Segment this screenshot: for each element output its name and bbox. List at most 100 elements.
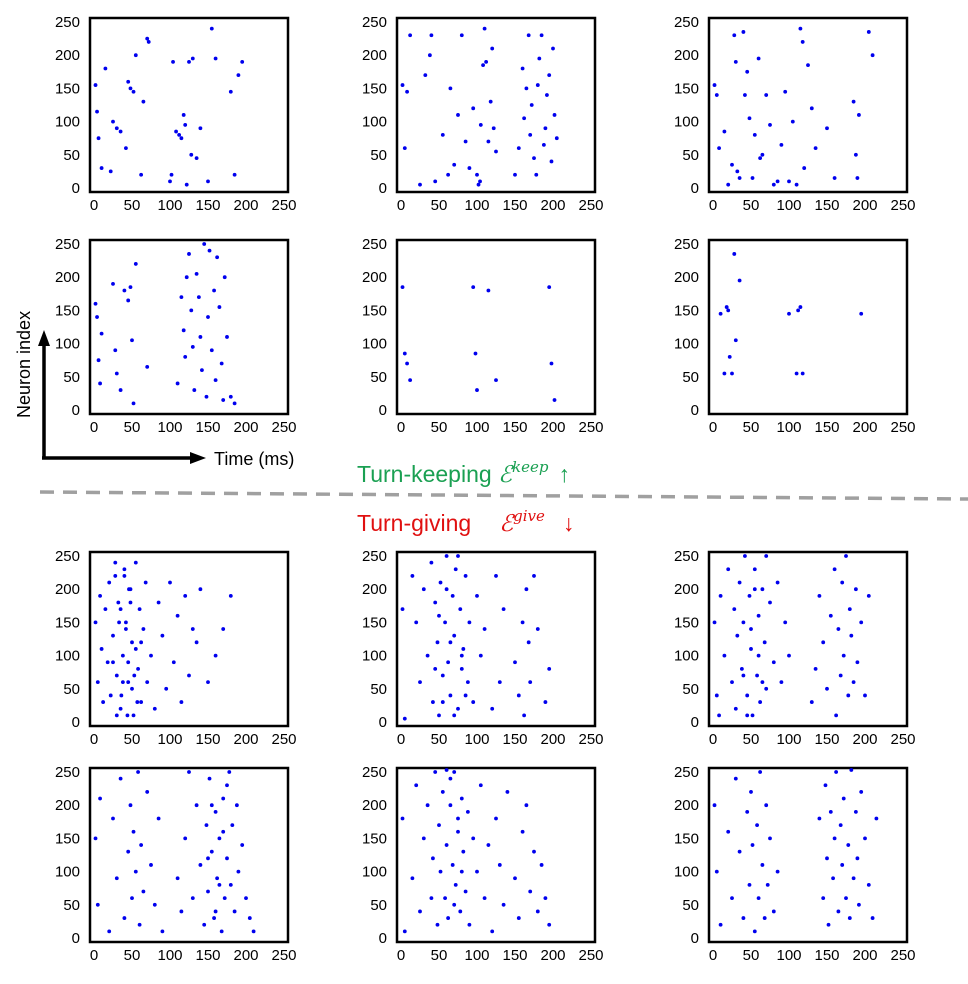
spike-point	[437, 713, 441, 718]
x-tick-label: 200	[233, 947, 258, 964]
spike-point	[853, 809, 858, 814]
spike-point	[783, 620, 788, 625]
spike-point	[755, 823, 759, 828]
spike-point	[114, 371, 119, 376]
spike-point	[836, 909, 841, 914]
spike-point	[105, 660, 110, 665]
spike-point	[737, 849, 742, 854]
x-tick-label: 50	[431, 197, 448, 214]
spike-point	[145, 680, 150, 685]
spike-point	[456, 113, 460, 117]
y-tick-label: 0	[72, 714, 80, 731]
spike-point	[809, 700, 814, 704]
spike-point	[126, 79, 131, 84]
spike-point	[111, 816, 115, 821]
spike-point	[206, 315, 210, 319]
spike-point	[212, 916, 216, 920]
spike-point	[126, 660, 131, 665]
spike-point	[779, 142, 784, 147]
y-tick-label: 150	[674, 614, 699, 631]
spike-point	[131, 89, 136, 94]
spike-point	[452, 770, 457, 774]
spike-point	[764, 93, 769, 97]
spike-point	[859, 311, 864, 316]
spike-point	[130, 686, 134, 691]
spike-point	[244, 896, 248, 901]
y-tick-label: 250	[55, 764, 80, 781]
spike-point	[532, 574, 536, 578]
spike-point	[741, 673, 746, 678]
plot-frame	[88, 550, 290, 728]
spike-point	[114, 713, 119, 718]
spike-point	[168, 580, 172, 585]
spike-point	[737, 580, 742, 585]
x-tick-label: 0	[709, 419, 717, 436]
x-tick-label: 250	[890, 197, 915, 214]
spike-point	[752, 132, 757, 137]
y-tick-label: 250	[362, 14, 387, 31]
spike-point	[775, 580, 780, 585]
spike-point	[467, 922, 472, 927]
spike-point	[141, 99, 146, 104]
spike-point	[516, 916, 521, 920]
x-tick-label: 250	[271, 731, 296, 748]
spike-point	[228, 882, 233, 887]
section-divider	[39, 490, 968, 501]
spike-point	[752, 587, 757, 592]
y-tick-label: 100	[55, 864, 80, 881]
spike-point	[802, 166, 807, 170]
y-tick-label: 50	[370, 369, 387, 386]
spike-point	[465, 809, 470, 814]
spike-point	[222, 275, 227, 280]
plot-frame	[88, 766, 290, 944]
spike-point	[160, 929, 165, 934]
y-tick-label: 0	[691, 714, 699, 731]
spike-point	[461, 647, 466, 651]
spike-point	[866, 882, 871, 887]
spike-point	[771, 909, 776, 914]
spike-point	[823, 783, 828, 788]
spike-point	[513, 172, 517, 177]
spike-point	[547, 922, 552, 927]
spike-point	[141, 627, 146, 631]
x-tick-label: 50	[431, 731, 448, 748]
spike-point	[817, 593, 822, 598]
spike-point	[467, 166, 472, 170]
spike-point	[139, 700, 144, 704]
x-tick-label: 100	[157, 197, 182, 214]
spike-point	[221, 627, 226, 631]
spike-point	[98, 381, 102, 386]
spike-point	[126, 680, 131, 685]
spike-point	[95, 902, 100, 907]
spike-point	[240, 59, 245, 64]
spike-point	[841, 653, 846, 658]
spike-point	[520, 829, 525, 834]
spike-point	[853, 587, 858, 592]
spike-point	[437, 823, 441, 828]
spike-point	[482, 627, 487, 631]
axis-guide: Neuron index Time (ms)	[14, 311, 294, 469]
y-tick-label: 250	[55, 14, 80, 31]
raster-panel: 0 50 100 150 200 250 0 50 100 150 200 250	[55, 236, 297, 436]
spike-point	[418, 182, 422, 187]
x-tick-label: 150	[195, 197, 220, 214]
y-tick-label: 50	[370, 897, 387, 914]
spike-point	[222, 896, 227, 901]
spike-point	[429, 560, 434, 565]
spike-point	[832, 567, 837, 572]
spike-point	[524, 803, 529, 808]
y-tick-label: 150	[674, 80, 699, 97]
raster-panels: 0 50 100 150 200 250 0 50 100 150 200 250 0 50 100 150 2…	[55, 14, 916, 964]
spike-point	[437, 613, 441, 618]
spike-point	[756, 613, 761, 618]
spike-point	[522, 116, 527, 121]
y-tick-label: 150	[674, 830, 699, 847]
spike-point	[750, 843, 755, 847]
spike-point	[179, 909, 184, 914]
spike-point	[760, 587, 765, 592]
spike-point	[463, 693, 468, 698]
spike-point	[440, 132, 445, 137]
y-tick-label: 200	[55, 47, 80, 64]
x-tick-label: 100	[464, 947, 489, 964]
spike-point	[139, 843, 144, 847]
